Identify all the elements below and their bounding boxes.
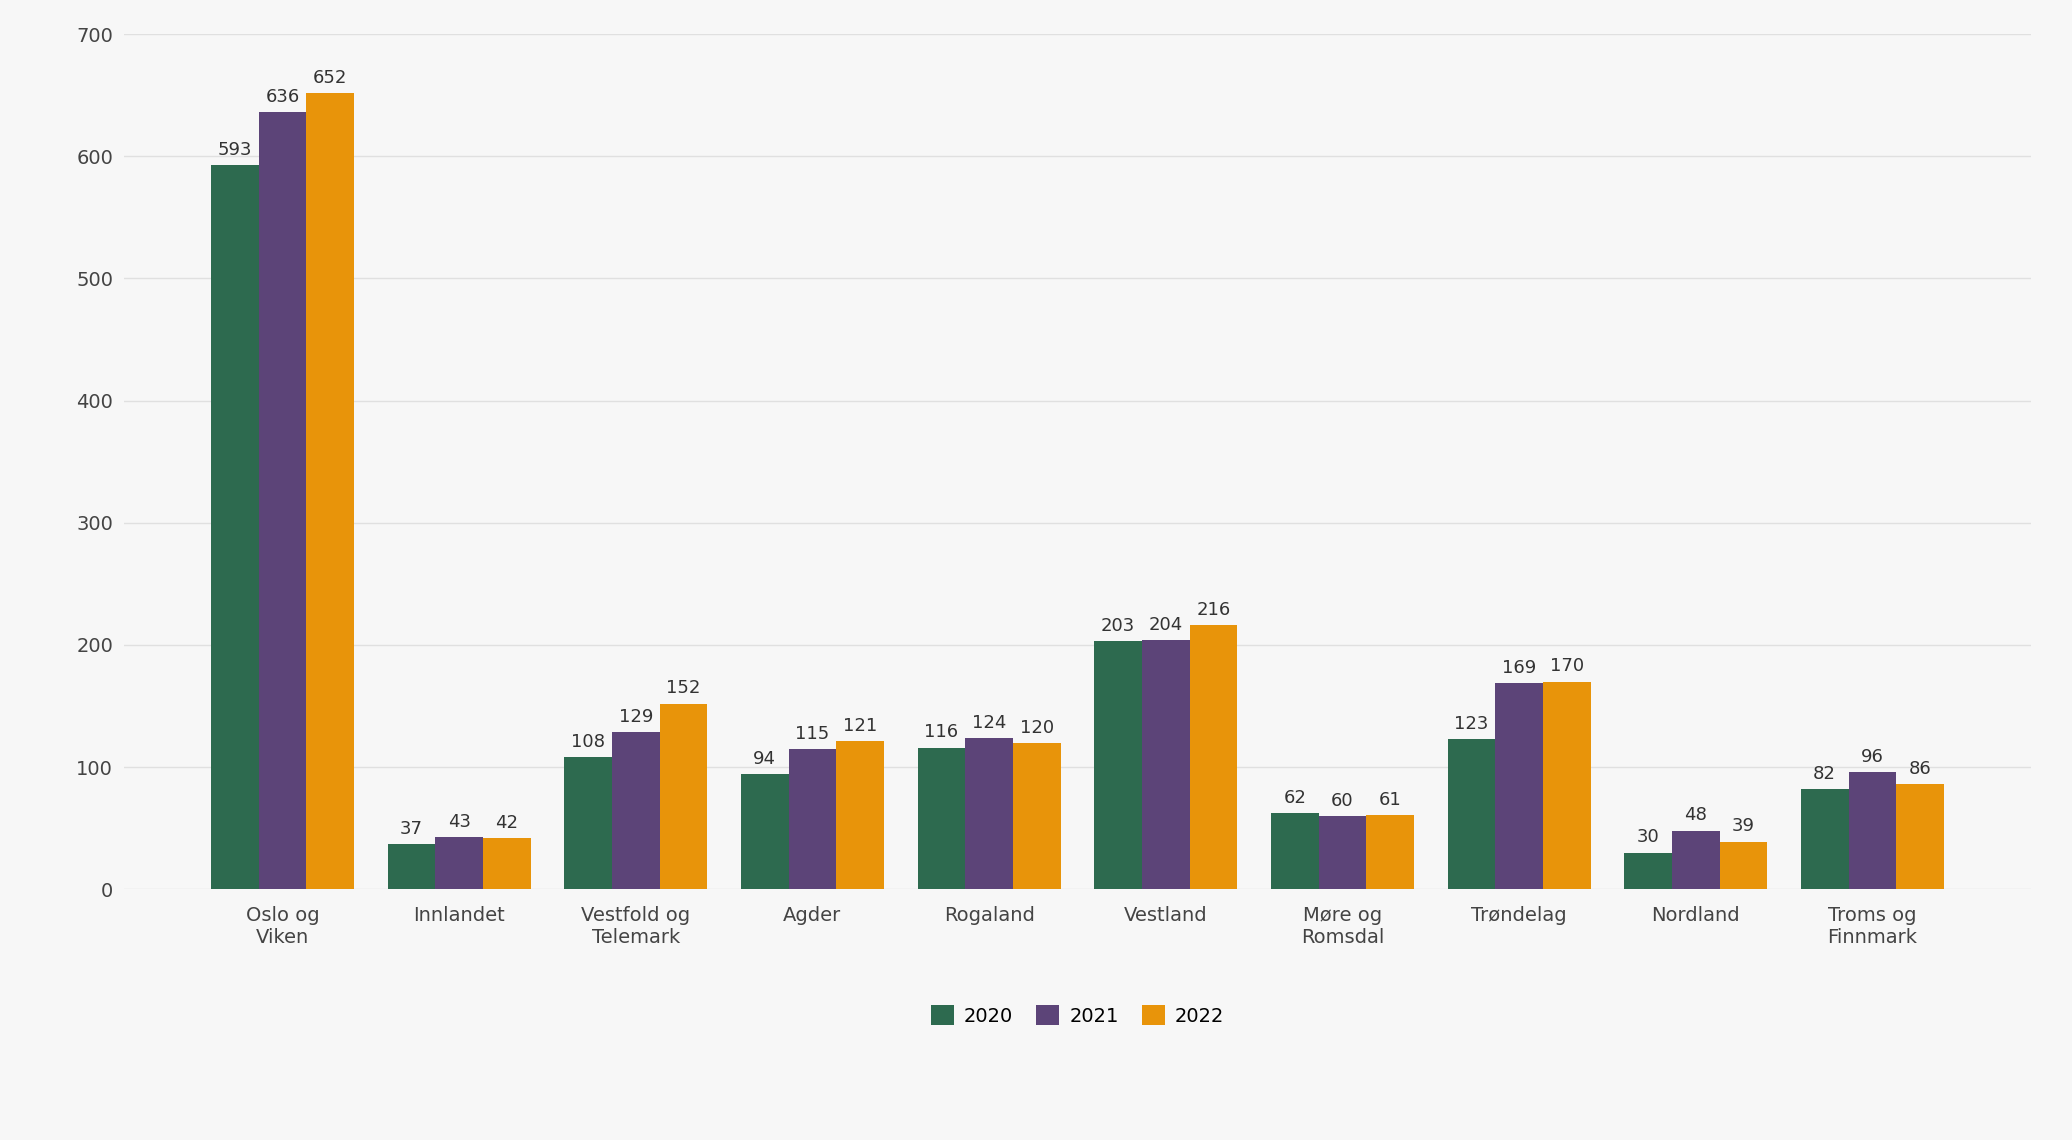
Text: 30: 30 <box>1637 829 1660 846</box>
Text: 593: 593 <box>218 140 253 158</box>
Bar <box>918 748 966 889</box>
Text: 169: 169 <box>1502 659 1535 677</box>
Text: 42: 42 <box>495 814 518 832</box>
Bar <box>307 92 354 889</box>
Text: 37: 37 <box>400 820 423 838</box>
Text: 82: 82 <box>1813 765 1836 783</box>
Text: 652: 652 <box>313 68 348 87</box>
Text: 115: 115 <box>796 725 829 742</box>
Bar <box>966 738 1013 889</box>
Text: 203: 203 <box>1100 617 1135 635</box>
Bar <box>659 703 707 889</box>
Bar <box>1624 853 1672 889</box>
Text: 129: 129 <box>620 708 653 725</box>
Bar <box>1270 814 1318 889</box>
Text: 116: 116 <box>924 724 959 741</box>
Text: 216: 216 <box>1196 601 1231 619</box>
Bar <box>1720 841 1767 889</box>
Bar <box>1544 682 1591 889</box>
Text: 43: 43 <box>448 813 470 831</box>
Text: 123: 123 <box>1455 715 1488 733</box>
Bar <box>1672 831 1720 889</box>
Legend: 2020, 2021, 2022: 2020, 2021, 2022 <box>922 998 1233 1033</box>
Bar <box>1448 739 1496 889</box>
Bar <box>1801 789 1848 889</box>
Bar <box>564 757 611 889</box>
Bar <box>742 774 789 889</box>
Bar <box>259 113 307 889</box>
Text: 96: 96 <box>1861 748 1883 766</box>
Text: 124: 124 <box>972 714 1007 732</box>
Bar <box>1365 815 1413 889</box>
Bar <box>211 165 259 889</box>
Bar <box>1094 641 1142 889</box>
Text: 636: 636 <box>265 88 300 106</box>
Bar <box>789 749 837 889</box>
Bar <box>1496 683 1544 889</box>
Text: 60: 60 <box>1330 792 1353 809</box>
Text: 86: 86 <box>1908 760 1931 777</box>
Bar <box>387 844 435 889</box>
Bar <box>611 732 659 889</box>
Text: 204: 204 <box>1148 616 1183 634</box>
Bar <box>837 741 885 889</box>
Bar <box>1318 816 1365 889</box>
Bar <box>1142 640 1189 889</box>
Text: 120: 120 <box>1019 718 1055 736</box>
Bar <box>1189 626 1237 889</box>
Text: 61: 61 <box>1378 790 1401 808</box>
Text: 62: 62 <box>1283 789 1305 807</box>
Bar <box>1013 742 1061 889</box>
Bar <box>1896 784 1944 889</box>
Bar <box>435 837 483 889</box>
Text: 121: 121 <box>843 717 876 735</box>
Text: 152: 152 <box>667 679 700 698</box>
Text: 108: 108 <box>572 733 605 751</box>
Text: 94: 94 <box>754 750 777 768</box>
Bar <box>1848 772 1896 889</box>
Text: 39: 39 <box>1732 817 1755 836</box>
Text: 48: 48 <box>1685 806 1707 824</box>
Bar <box>483 838 530 889</box>
Text: 170: 170 <box>1550 658 1583 675</box>
